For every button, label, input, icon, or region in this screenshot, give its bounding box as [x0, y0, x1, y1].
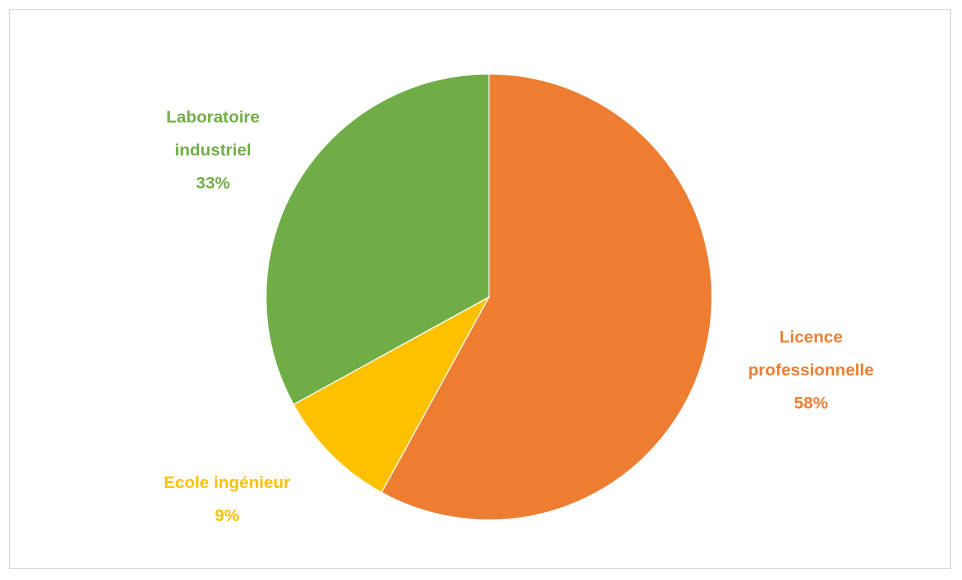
pie-slice — [265, 73, 490, 406]
slice-label: Licence professionnelle 58% — [716, 321, 906, 420]
slice-label: Ecole ingénieur 9% — [112, 466, 342, 532]
value-label: 58% — [793, 393, 829, 413]
pie-slice — [292, 295, 491, 494]
value-label: 9% — [214, 506, 240, 525]
category-name: Ecole ingénieur — [163, 473, 291, 492]
category-name: Laboratoire industriel — [166, 107, 260, 160]
pie-slice — [380, 73, 713, 521]
value-label: 33% — [195, 173, 231, 193]
category-name: Licence professionnelle — [748, 327, 874, 380]
slice-label: Laboratoire industriel 33% — [133, 101, 293, 200]
chart-frame — [9, 9, 951, 569]
